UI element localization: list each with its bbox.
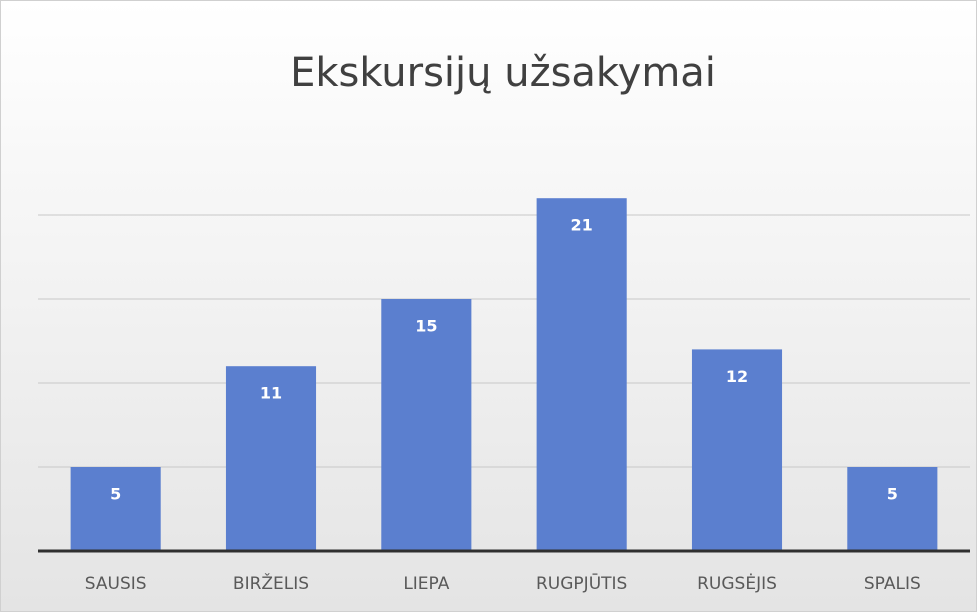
data-label: 5 — [110, 485, 121, 504]
x-tick-label: SPALIS — [864, 574, 921, 594]
bar — [381, 299, 472, 551]
chart-title: Ekskursijų užsakymai — [290, 50, 716, 96]
data-label: 12 — [726, 367, 748, 386]
data-label: 21 — [571, 216, 593, 235]
data-label: 11 — [260, 384, 282, 403]
data-label: 5 — [887, 485, 898, 504]
bar — [225, 366, 317, 551]
x-tick-label: SAUSIS — [85, 574, 147, 594]
x-tick-label: LIEPA — [403, 574, 449, 594]
data-label: 15 — [415, 317, 437, 336]
x-tick-label: BIRŽELIS — [233, 572, 309, 594]
bar — [70, 467, 161, 551]
bar — [691, 349, 783, 551]
x-tick-label: RUGSĖJIS — [697, 573, 777, 594]
bar — [536, 198, 627, 551]
bar — [847, 467, 938, 551]
x-tick-label: RUGPJŪTIS — [536, 572, 627, 594]
